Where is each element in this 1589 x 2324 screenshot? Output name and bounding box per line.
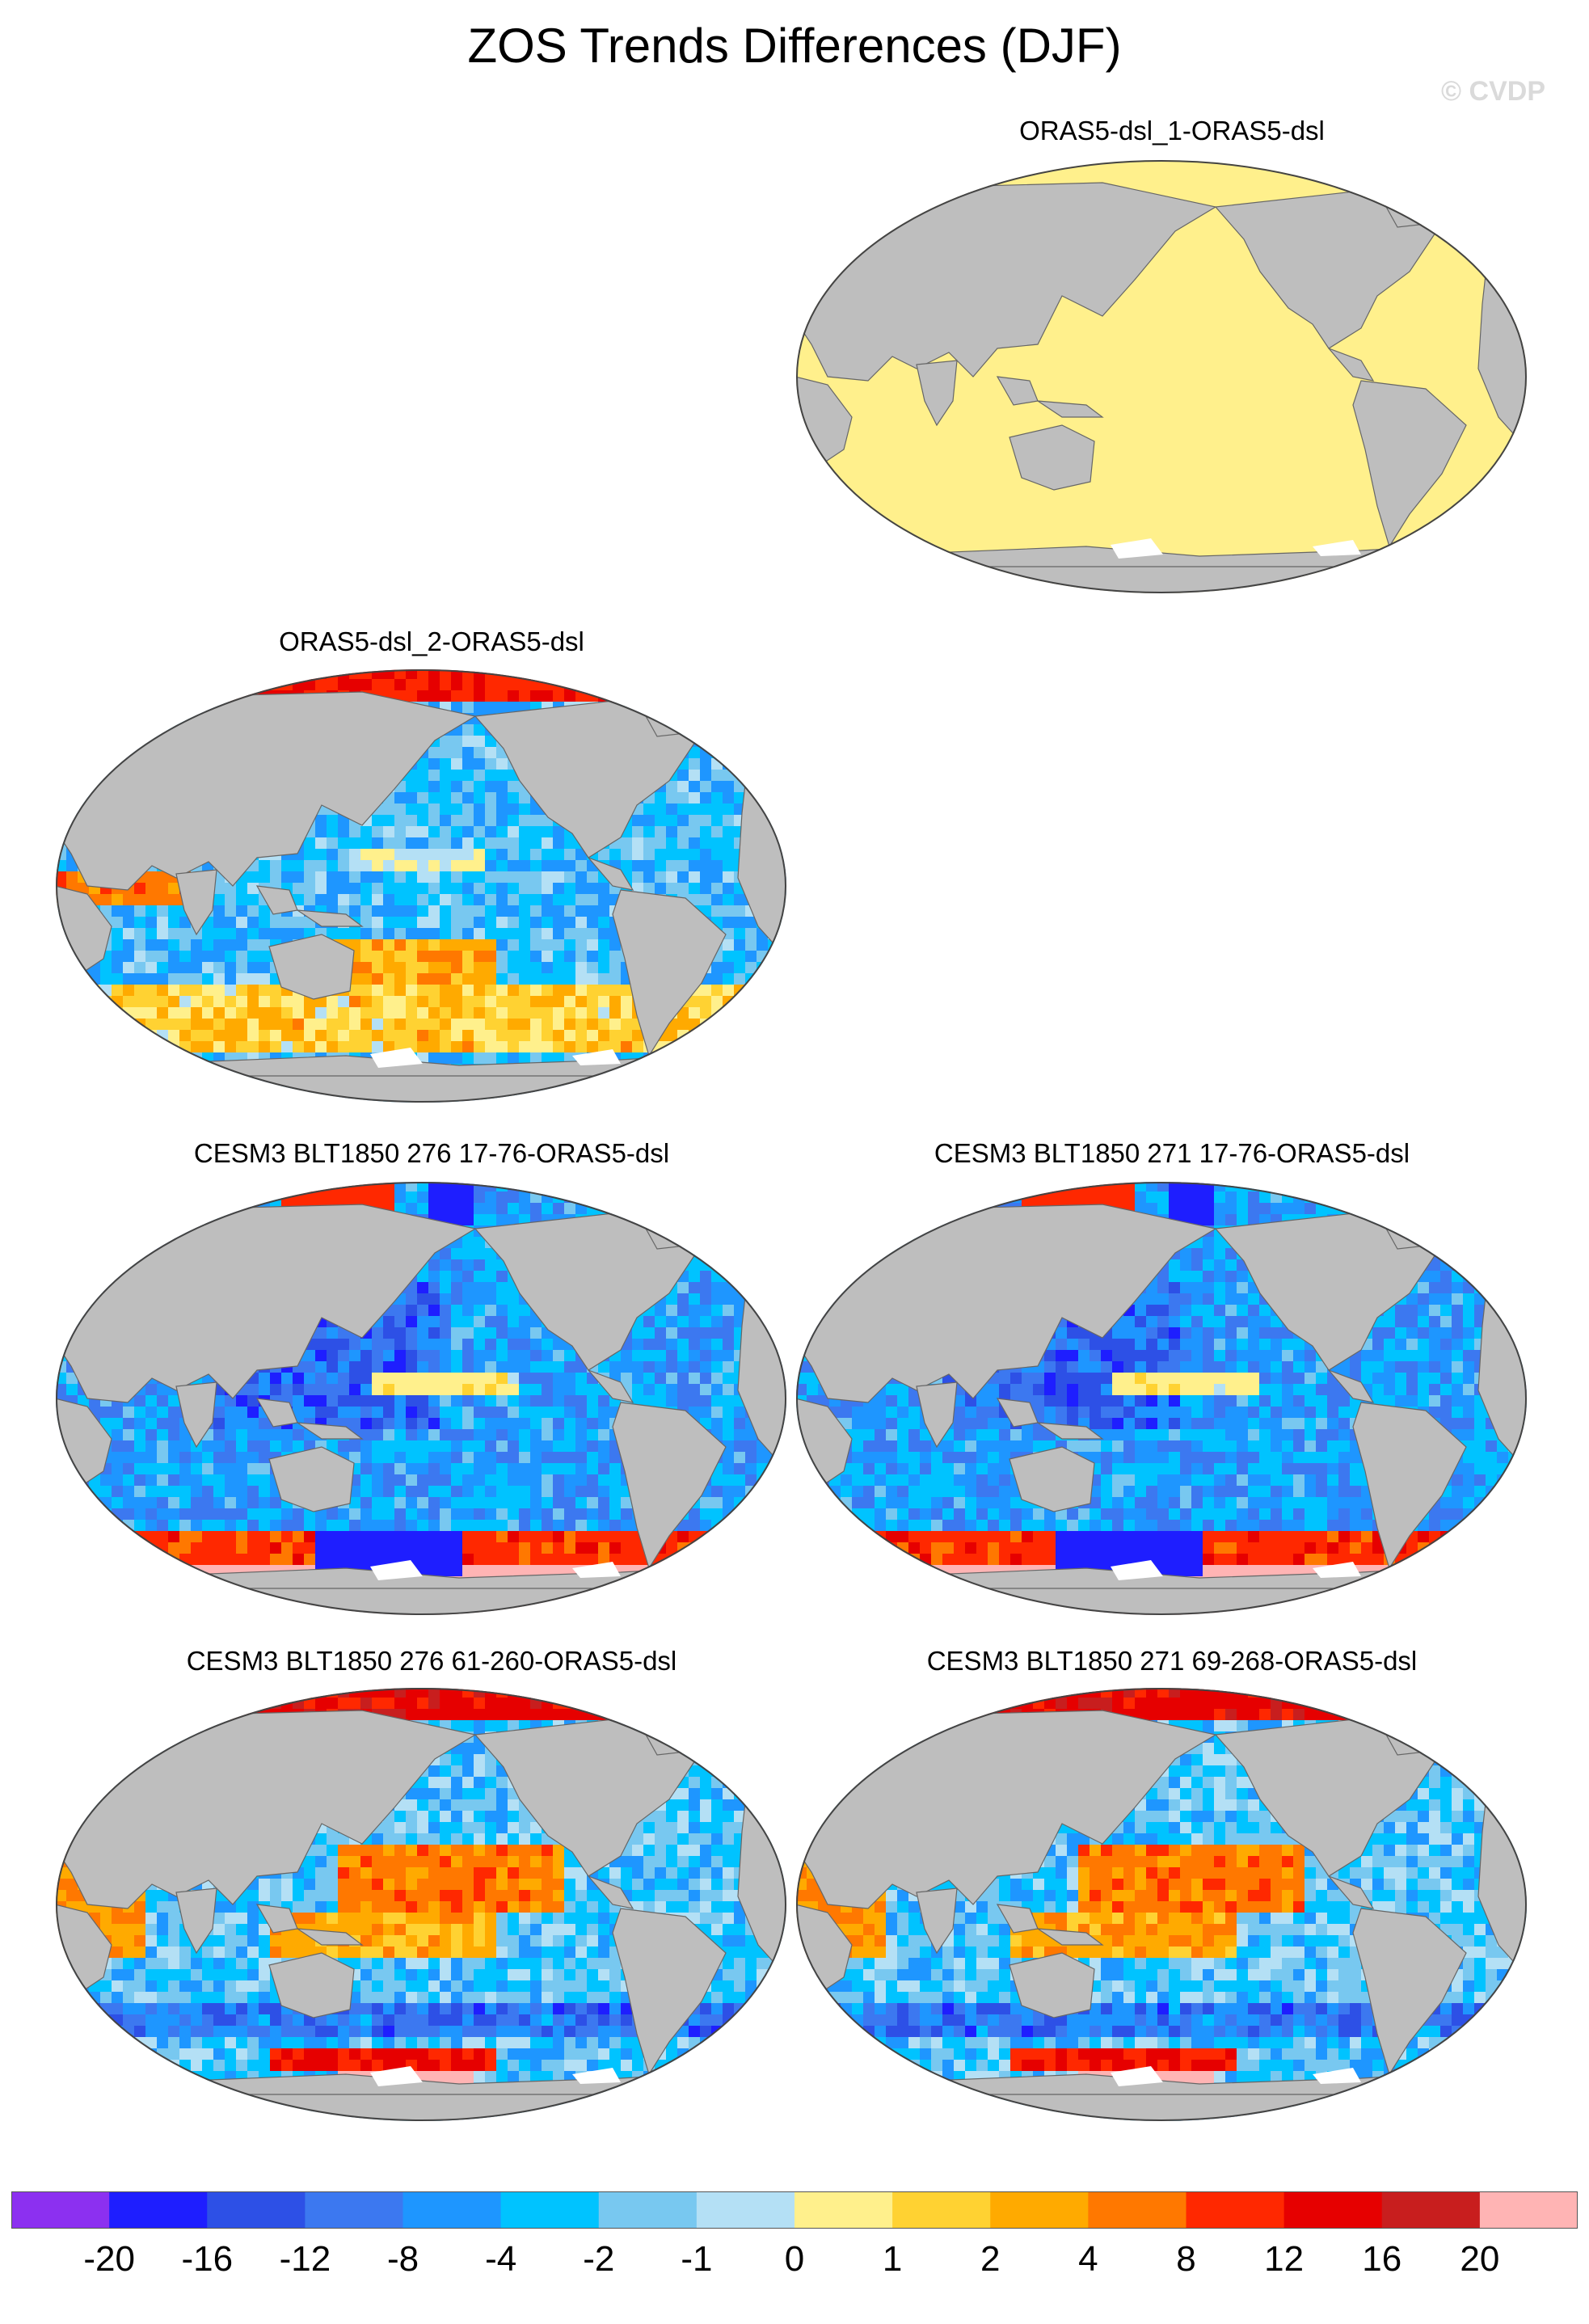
- map-outline: [56, 1688, 786, 2121]
- colorbar-swatch-8: [794, 2191, 893, 2229]
- colorbar-label: 12: [1264, 2239, 1304, 2279]
- map-panel-4: [796, 1182, 1527, 1615]
- colorbar-swatch-9: [892, 2191, 991, 2229]
- colorbar-swatch-3: [305, 2191, 403, 2229]
- panel-title-1: ORAS5-dsl_1-ORAS5-dsl: [1019, 116, 1325, 146]
- colorbar-swatch-15: [1479, 2191, 1578, 2229]
- map-outline: [796, 1182, 1527, 1615]
- colorbar-label: 16: [1362, 2239, 1402, 2279]
- map-panel-6: [796, 1688, 1527, 2121]
- colorbar: [11, 2191, 1578, 2229]
- colorbar-label: -12: [279, 2239, 331, 2279]
- colorbar-label: -8: [386, 2239, 419, 2279]
- panel-title-6: CESM3 BLT1850 271 69-268-ORAS5-dsl: [926, 1646, 1418, 1676]
- map-panel-1: [796, 160, 1527, 593]
- colorbar-swatch-4: [403, 2191, 502, 2229]
- colorbar-swatch-11: [1088, 2191, 1186, 2229]
- map-panel-5: [56, 1688, 786, 2121]
- watermark: © CVDP: [1441, 76, 1545, 107]
- colorbar-swatch-10: [990, 2191, 1089, 2229]
- colorbar-swatch-7: [696, 2191, 795, 2229]
- map-outline: [796, 160, 1527, 593]
- colorbar-swatch-6: [598, 2191, 698, 2229]
- colorbar-label: 20: [1460, 2239, 1500, 2279]
- colorbar-label: -1: [681, 2239, 713, 2279]
- colorbar-swatch-2: [207, 2191, 306, 2229]
- map-outline: [56, 1182, 786, 1615]
- colorbar-label: 0: [784, 2239, 805, 2279]
- colorbar-label: 2: [980, 2239, 1001, 2279]
- colorbar-swatch-13: [1283, 2191, 1383, 2229]
- map-outline: [796, 1688, 1527, 2121]
- colorbar-label: -2: [583, 2239, 615, 2279]
- colorbar-swatch-5: [500, 2191, 600, 2229]
- map-outline: [56, 669, 786, 1103]
- figure-title: ZOS Trends Differences (DJF): [467, 19, 1122, 73]
- colorbar-label: -4: [485, 2239, 517, 2279]
- colorbar-label: -16: [181, 2239, 234, 2279]
- panel-title-5: CESM3 BLT1850 276 61-260-ORAS5-dsl: [186, 1646, 677, 1676]
- map-panel-3: [56, 1182, 786, 1615]
- map-panel-2: [56, 669, 786, 1103]
- panel-title-4: CESM3 BLT1850 271 17-76-ORAS5-dsl: [934, 1138, 1410, 1168]
- colorbar-swatch-14: [1381, 2191, 1481, 2229]
- colorbar-swatch-12: [1186, 2191, 1285, 2229]
- colorbar-label: 8: [1176, 2239, 1196, 2279]
- panel-title-2: ORAS5-dsl_2-ORAS5-dsl: [279, 626, 584, 656]
- colorbar-label: 1: [882, 2239, 903, 2279]
- colorbar-swatch-0: [11, 2191, 110, 2229]
- colorbar-swatch-1: [109, 2191, 208, 2229]
- colorbar-label: -20: [83, 2239, 135, 2279]
- colorbar-label: 4: [1078, 2239, 1098, 2279]
- panel-title-3: CESM3 BLT1850 276 17-76-ORAS5-dsl: [193, 1138, 670, 1168]
